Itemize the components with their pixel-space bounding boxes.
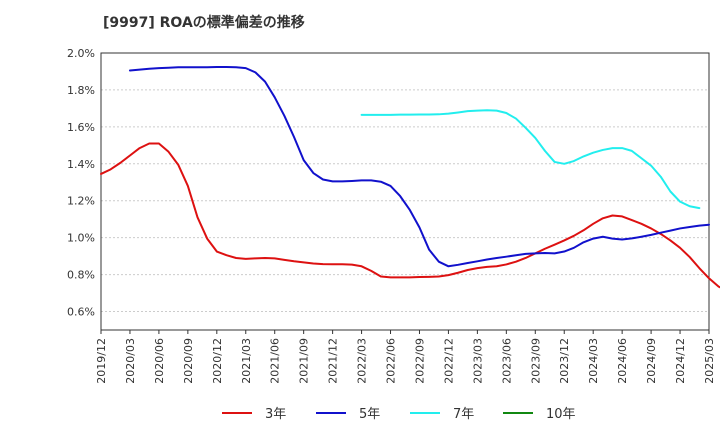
x-tick-label: 2021/06	[269, 338, 282, 384]
series-lines	[101, 67, 720, 291]
grid-lines	[101, 53, 709, 312]
y-tick-label: 1.6%	[67, 121, 95, 134]
x-tick-label: 2021/12	[327, 338, 340, 384]
x-tick-label: 2019/12	[95, 338, 108, 384]
x-tick-label: 2020/12	[211, 338, 224, 384]
x-tick-label: 2023/09	[529, 338, 542, 384]
y-tick-label: 0.6%	[67, 306, 95, 319]
x-tick-label: 2020/03	[124, 338, 137, 384]
x-tick-label: 2022/12	[442, 338, 455, 384]
x-tick-label: 2020/09	[182, 338, 195, 384]
series-line-5年	[130, 67, 709, 266]
legend-label: 3年	[265, 407, 286, 422]
x-tick-label: 2022/03	[356, 338, 369, 384]
x-tick-label: 2023/06	[500, 338, 513, 384]
y-tick-label: 2.0%	[67, 47, 95, 60]
x-tick-label: 2024/06	[616, 338, 629, 384]
x-tick-label: 2025/03	[703, 338, 716, 384]
x-tick-label: 2024/03	[587, 338, 600, 384]
series-line-3年	[101, 143, 720, 291]
plot-frame	[101, 53, 709, 330]
series-line-7年	[362, 110, 700, 208]
x-tick-label: 2024/12	[674, 338, 687, 384]
legend-label: 7年	[453, 407, 474, 422]
x-tick-label: 2023/12	[558, 338, 571, 384]
x-tick-label: 2022/06	[385, 338, 398, 384]
x-axis: 2019/12 2020/03 2020/06 2020/09 2020/12 2021/…	[95, 330, 716, 384]
y-axis: 0.6% 0.8% 1.0% 1.2% 1.4% 1.6% 1.8% 2.0%	[67, 47, 95, 319]
x-tick-label: 2022/09	[413, 338, 426, 384]
y-tick-label: 1.2%	[67, 195, 95, 208]
legend: 3年 5年 7年 10年	[222, 407, 576, 422]
legend-label: 5年	[359, 407, 380, 422]
x-tick-label: 2021/09	[298, 338, 311, 384]
x-tick-label: 2023/03	[471, 338, 484, 384]
x-tick-label: 2024/09	[645, 338, 658, 384]
legend-label: 10年	[546, 407, 576, 422]
line-chart: 0.6% 0.8% 1.0% 1.2% 1.4% 1.6% 1.8% 2.0% 2019/12…	[0, 0, 720, 440]
y-tick-label: 0.8%	[67, 269, 95, 282]
x-tick-label: 2021/03	[240, 338, 253, 384]
y-tick-label: 1.0%	[67, 232, 95, 245]
y-tick-label: 1.4%	[67, 158, 95, 171]
x-tick-label: 2020/06	[153, 338, 166, 384]
y-tick-label: 1.8%	[67, 84, 95, 97]
